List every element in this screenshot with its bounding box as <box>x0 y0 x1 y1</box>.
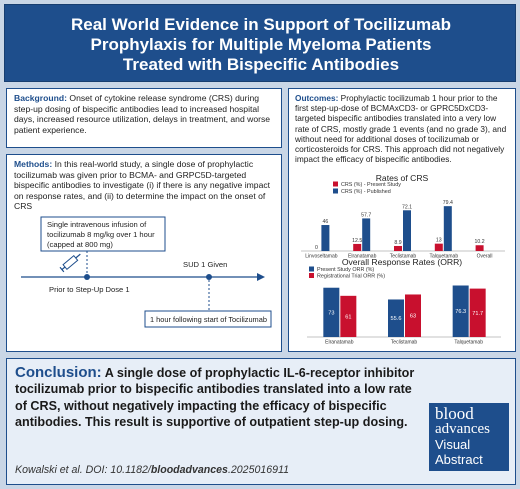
orr-data-label: 76.3 <box>455 309 466 315</box>
outcomes-paragraph: Outcomes: Prophylactic tocilizumab 1 hou… <box>295 93 509 164</box>
conclusion-box: Conclusion: A single dose of prophylacti… <box>6 358 516 485</box>
orr-tick-label: Elranatamab <box>325 340 354 346</box>
crs-data-label: 46 <box>323 219 329 225</box>
orr-data-label: 71.7 <box>472 311 483 317</box>
orr-data-label: 73 <box>328 310 334 316</box>
orr-bar <box>405 294 421 337</box>
crs-bar <box>353 243 362 251</box>
outcomes-label: Outcomes: <box>295 93 339 103</box>
following-label: 1 hour following start of Tocilizumab <box>150 315 267 324</box>
orr-data-label: 61 <box>345 314 351 320</box>
crs-data-label: 8.9 <box>394 240 401 246</box>
crs-tick-label: Elranatamab <box>348 254 377 260</box>
orr-bar <box>340 295 357 337</box>
background-text: Onset of cytokine release syndrome (CRS)… <box>14 93 271 135</box>
timeline-point-prior <box>84 274 90 280</box>
infusion-box <box>40 216 166 252</box>
crs-tick-label: Overall <box>477 254 493 260</box>
conclusion-paragraph: Conclusion: A single dose of prophylacti… <box>15 364 427 431</box>
charts-area: Rates of CRS CRS (%) - Present Study CRS (… <box>293 173 511 346</box>
crs-legend-swatch <box>333 188 338 194</box>
citation: Kowalski et al. DOI: 10.1182/bloodadvanc… <box>15 464 289 476</box>
crs-data-label: 12.5 <box>352 238 362 244</box>
orr-chart: Overall Response Rates (ORR)Present Stud… <box>307 259 501 346</box>
crs-data-label: 10.2 <box>475 239 485 245</box>
citation-journal: bloodadvances <box>150 464 228 476</box>
orr-bar <box>323 287 340 337</box>
citation-suffix: .2025016911 <box>227 464 290 476</box>
methods-label: Methods: <box>14 159 53 169</box>
orr-legend-swatch <box>309 273 314 278</box>
background-box: Background: Onset of cytokine release sy… <box>6 88 282 148</box>
background-label: Background: <box>14 93 67 103</box>
crs-bar <box>475 245 484 251</box>
logo-line-1: blood <box>435 404 474 423</box>
orr-data-label: 55.6 <box>391 316 402 322</box>
timeline-point-sud <box>206 274 212 280</box>
infusion-line-3: (capped at 800 mg) <box>47 240 113 249</box>
infusion-line-2: tocilizumab 8 mg/kg over 1 hour <box>47 230 155 239</box>
title-line-1: Real World Evidence in Support of Tocili… <box>70 15 452 34</box>
sud-given-label: SUD 1 Given <box>183 260 227 269</box>
crs-data-label: 13 <box>436 238 442 244</box>
header-banner: Real World Evidence in Support of Tocili… <box>4 4 516 82</box>
orr-data-label: 63 <box>410 314 416 320</box>
crs-bar <box>394 245 402 251</box>
crs-data-label: 57.7 <box>361 212 371 218</box>
orr-legend-entry: Present Study ORR (%) <box>317 267 374 273</box>
conclusion-text: A single dose of prophylactic IL-6-recep… <box>15 366 415 430</box>
crs-data-label: 79.4 <box>443 200 453 206</box>
crs-bar <box>403 210 411 251</box>
blood-advances-logo: blood advances Visual Abstract <box>429 403 509 471</box>
crs-bar <box>321 225 330 251</box>
outcomes-box: Outcomes: Prophylactic tocilizumab 1 hou… <box>288 88 516 352</box>
crs-bar <box>434 243 443 251</box>
orr-legend-swatch <box>309 266 314 272</box>
crs-legend-entry: CRS (%) - Present Study <box>341 182 401 188</box>
title-line-2: Prophylaxis for Multiple Myeloma Patient… <box>90 35 432 54</box>
orr-chart-title: Overall Response Rates (ORR) <box>342 259 462 267</box>
crs-chart-title: Rates of CRS <box>376 173 429 183</box>
citation-prefix: Kowalski et al. DOI: 10.1182/ <box>15 464 151 476</box>
title-line-3: Treated with Bispecific Antibodies <box>122 55 400 74</box>
methods-box: Methods: In this real-world study, a sin… <box>6 154 282 352</box>
crs-tick-label: Talquetamab <box>429 254 458 260</box>
logo-line-2: advances <box>435 421 490 437</box>
outcomes-text: Prophylactic tocilizumab 1 hour prior to… <box>295 93 507 165</box>
crs-legend-entry: CRS (%) - Published <box>341 189 391 195</box>
crs-bar <box>362 218 371 251</box>
prior-to-sud-label: Prior to Step-Up Dose 1 <box>49 285 130 294</box>
crs-tick-label: Linvoseltamab <box>305 254 337 260</box>
crs-bar <box>443 206 452 251</box>
crs-legend-swatch <box>333 181 338 187</box>
orr-bar <box>388 299 404 337</box>
logo-line-3: Visual <box>435 437 471 452</box>
infusion-line-1: Single intravenous infusion of <box>47 220 147 229</box>
orr-bar <box>452 285 469 337</box>
crs-data-label: 72.1 <box>402 204 412 210</box>
following-box <box>144 310 272 328</box>
orr-legend-entry: Registrational Trial ORR (%) <box>317 274 385 280</box>
methods-timeline: Single intravenous infusion of tocilizum… <box>21 216 272 328</box>
conclusion-label: Conclusion: <box>15 364 102 381</box>
background-paragraph: Background: Onset of cytokine release sy… <box>14 93 274 135</box>
page-title: Real World Evidence in Support of Tocili… <box>5 15 517 75</box>
orr-bar <box>469 288 486 337</box>
crs-tick-label: Teclistamab <box>390 254 417 260</box>
methods-paragraph: Methods: In this real-world study, a sin… <box>14 159 274 212</box>
orr-tick-label: Teclistamab <box>391 340 418 346</box>
timeline-arrow-icon <box>257 273 265 281</box>
orr-tick-label: Talquetamab <box>454 340 483 346</box>
methods-text: In this real-world study, a single dose … <box>14 159 271 212</box>
syringe-icon <box>59 253 81 273</box>
logo-line-4: Abstract <box>435 452 483 467</box>
crs-data-label: 0 <box>315 245 318 251</box>
